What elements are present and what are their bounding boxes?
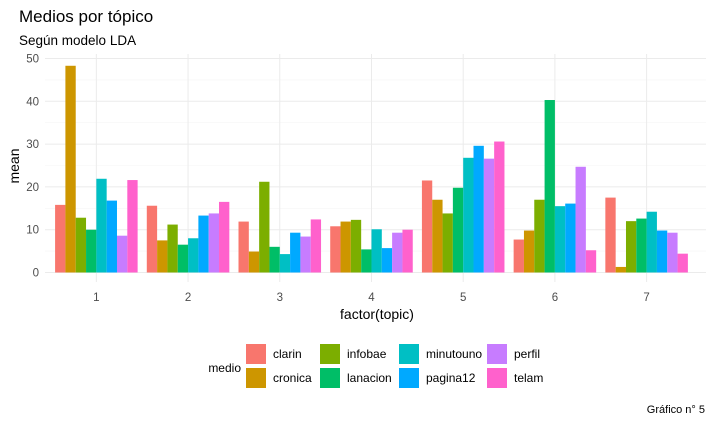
legend-key-perfil [487, 344, 507, 364]
bar-perfil-topic-4 [392, 232, 403, 273]
bar-clarin-topic-1 [55, 204, 66, 273]
bar-infobae-topic-5 [442, 213, 453, 273]
legend: medio clarin cronica infobae lanacion minuto… [208, 344, 543, 388]
bar-lanacion-topic-6 [544, 100, 555, 273]
legend-key-pagina12 [399, 368, 419, 388]
bar-infobae-topic-6 [534, 199, 545, 273]
bar-lanacion-topic-1 [86, 229, 97, 273]
bar-lanacion-topic-5 [452, 187, 464, 273]
x-tick-label: 6 [552, 292, 558, 304]
legend-title: medio [208, 361, 241, 375]
y-tick-label: 20 [26, 182, 39, 194]
bar-clarin-topic-4 [330, 226, 341, 273]
bar-clarin-topic-2 [146, 205, 158, 273]
bar-pagina12-topic-6 [565, 203, 576, 273]
legend-label-minutouno: minutouno [426, 347, 482, 361]
bar-pagina12-topic-7 [656, 230, 668, 273]
bar-cronica-topic-4 [340, 221, 351, 273]
bar-lanacion-topic-4 [361, 249, 372, 273]
bar-lanacion-topic-3 [269, 246, 280, 273]
bar-perfil-topic-2 [208, 213, 220, 273]
x-tick-label: 5 [460, 292, 466, 304]
bar-cronica-topic-3 [248, 251, 260, 273]
bar-cronica-topic-1 [65, 65, 76, 273]
bar-perfil-topic-1 [116, 235, 128, 273]
x-axis-title: factor(topic) [340, 306, 414, 322]
legend-key-lanacion [320, 368, 340, 388]
bar-pagina12-topic-5 [473, 145, 484, 273]
bar-minutouno-topic-3 [279, 254, 291, 273]
bar-infobae-topic-4 [350, 219, 362, 273]
bar-minutouno-topic-1 [96, 178, 107, 273]
legend-key-infobae [320, 344, 340, 364]
bar-pagina12-topic-4 [381, 248, 393, 273]
bar-telam-topic-2 [219, 201, 230, 273]
bar-cronica-topic-2 [157, 240, 168, 273]
legend-label-clarin: clarin [273, 347, 302, 361]
x-tick-label: 4 [368, 292, 375, 304]
legend-key-cronica [246, 368, 266, 388]
legend-key-telam [487, 368, 507, 388]
bar-infobae-topic-7 [625, 221, 637, 273]
bar-telam-topic-5 [494, 141, 505, 273]
bar-perfil-topic-7 [667, 232, 678, 273]
bar-perfil-topic-6 [575, 166, 586, 273]
bar-telam-topic-6 [585, 250, 597, 273]
x-tick-label: 3 [277, 292, 283, 304]
y-tick-label: 50 [26, 54, 39, 66]
chart-caption: Gráfico n° 5 [647, 404, 705, 416]
y-tick-label: 40 [26, 96, 39, 108]
bar-clarin-topic-7 [605, 197, 616, 273]
bar-minutouno-topic-4 [371, 229, 382, 273]
bar-cronica-topic-7 [615, 266, 626, 273]
legend-label-infobae: infobae [347, 347, 387, 361]
bar-minutouno-topic-2 [188, 238, 199, 273]
x-tick-label: 2 [185, 292, 191, 304]
y-tick-label: 30 [26, 139, 39, 151]
bar-clarin-topic-6 [513, 239, 524, 273]
bar-lanacion-topic-2 [177, 244, 189, 273]
bar-minutouno-topic-7 [646, 211, 657, 273]
y-tick-label: 0 [33, 268, 39, 280]
bar-telam-topic-4 [402, 229, 413, 273]
bar-infobae-topic-1 [75, 217, 87, 273]
x-tick-labels: 1 2 3 4 5 6 7 [93, 292, 650, 304]
legend-label-telam: telam [514, 371, 543, 385]
y-tick-label: 10 [26, 225, 39, 237]
bar-infobae-topic-3 [259, 181, 270, 273]
x-tick-label: 1 [93, 292, 99, 304]
bar-lanacion-topic-7 [636, 218, 647, 273]
bar-clarin-topic-5 [421, 180, 433, 273]
legend-label-cronica: cronica [273, 371, 312, 385]
bar-perfil-topic-3 [300, 236, 311, 273]
bar-infobae-topic-2 [167, 224, 178, 273]
bars [55, 65, 688, 273]
bar-telam-topic-7 [677, 253, 688, 273]
bar-pagina12-topic-1 [106, 200, 117, 273]
bar-pagina12-topic-3 [290, 232, 301, 273]
chart-title: Medios por tópico [19, 7, 153, 26]
legend-key-minutouno [399, 344, 419, 364]
bar-cronica-topic-6 [523, 230, 535, 273]
bar-minutouno-topic-5 [463, 157, 474, 273]
bar-cronica-topic-5 [432, 199, 443, 273]
legend-label-perfil: perfil [514, 347, 540, 361]
bar-pagina12-topic-2 [198, 215, 209, 273]
bar-perfil-topic-5 [483, 158, 495, 273]
bar-telam-topic-1 [127, 180, 138, 273]
bar-telam-topic-3 [310, 219, 322, 273]
legend-label-lanacion: lanacion [347, 371, 392, 385]
bar-minutouno-topic-6 [554, 206, 566, 273]
legend-key-clarin [246, 344, 266, 364]
chart-subtitle: Según modelo LDA [19, 33, 136, 48]
bar-clarin-topic-3 [238, 221, 249, 273]
x-tick-label: 7 [643, 292, 649, 304]
y-tick-labels: 0 10 20 30 40 50 [26, 54, 39, 280]
legend-label-pagina12: pagina12 [426, 371, 476, 385]
y-axis-title: mean [6, 148, 22, 183]
